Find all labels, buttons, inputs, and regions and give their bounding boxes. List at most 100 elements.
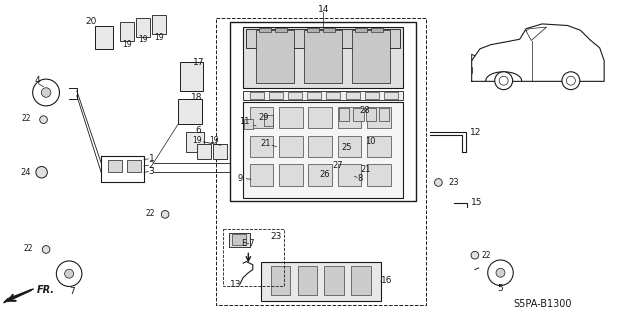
Text: 19: 19 [192,136,202,145]
Text: 24: 24 [20,168,31,177]
Text: 28: 28 [360,106,370,115]
Circle shape [471,251,479,259]
Bar [324,266,344,295]
Text: 8: 8 [358,174,363,182]
Bar [366,108,376,121]
Text: 6: 6 [196,126,201,135]
Bar [250,107,273,129]
Text: 11: 11 [239,117,250,126]
Text: 9: 9 [237,174,243,182]
Bar [256,30,294,83]
Bar [338,107,362,129]
Bar [279,164,303,186]
Bar [152,15,166,34]
Circle shape [562,72,580,90]
Bar [95,26,113,49]
Text: 7: 7 [69,287,74,296]
Bar [308,164,332,186]
Text: 23: 23 [271,232,282,241]
Bar [250,136,273,157]
Bar [223,229,284,286]
Bar [367,136,391,157]
Bar [271,266,290,295]
Bar [229,233,250,247]
Bar [379,108,389,121]
Bar [120,22,134,41]
Bar [250,92,264,99]
Bar [279,107,303,129]
Text: 23: 23 [448,178,459,187]
Bar [216,18,426,305]
Bar [308,136,332,157]
Text: 22: 22 [24,244,33,253]
Text: 19: 19 [209,136,220,145]
Text: 15: 15 [471,198,483,207]
Bar [136,18,150,37]
Bar [288,92,302,99]
Circle shape [42,88,51,97]
Text: 3: 3 [148,167,154,176]
Text: 16: 16 [381,276,393,285]
Bar [352,30,390,83]
Bar [339,108,349,121]
Text: 4: 4 [35,76,40,85]
Bar [127,160,141,172]
Bar [178,99,202,124]
Circle shape [435,179,442,186]
Text: 26: 26 [320,170,330,179]
Text: 22: 22 [145,209,155,218]
Text: 18: 18 [191,93,203,102]
Polygon shape [4,289,34,303]
Circle shape [65,269,74,278]
Bar [197,144,211,159]
Bar [308,107,332,129]
Text: 20: 20 [85,17,97,26]
Circle shape [36,167,47,178]
Text: 19: 19 [154,33,164,42]
Text: 21: 21 [361,165,371,174]
Bar [250,164,273,186]
Text: 13: 13 [230,280,241,289]
Bar [275,28,287,32]
Bar [108,160,122,172]
Bar [180,62,203,91]
Bar [355,28,367,32]
Bar [351,266,371,295]
Bar [323,28,335,32]
Bar [326,92,340,99]
Text: 12: 12 [470,128,482,137]
Bar [371,28,383,32]
Bar [186,132,204,152]
Text: FR.: FR. [37,285,55,295]
Circle shape [42,246,50,253]
Text: 27: 27 [333,161,343,170]
Bar [367,107,391,129]
Circle shape [496,268,505,277]
Bar [243,27,403,88]
Bar [230,22,416,201]
Circle shape [495,72,513,90]
Text: 22: 22 [21,114,31,122]
Bar [384,92,398,99]
Bar [338,136,362,157]
Text: 17: 17 [193,58,204,67]
Bar [353,108,364,121]
Bar [279,136,303,157]
Bar [269,92,283,99]
Bar [261,262,381,301]
Text: S5PA-B1300: S5PA-B1300 [513,299,572,309]
Text: 21: 21 [260,139,271,148]
Circle shape [161,211,169,218]
Text: 19: 19 [138,35,148,44]
Text: 2: 2 [148,161,154,170]
Bar [259,28,271,32]
Text: 19: 19 [122,40,132,48]
Bar [243,91,403,100]
Text: 1: 1 [148,154,154,163]
Bar [365,92,379,99]
Text: 29: 29 [259,113,269,122]
Bar [246,29,400,48]
Text: E-7: E-7 [241,239,255,248]
Bar [264,115,273,126]
Bar [367,164,391,186]
